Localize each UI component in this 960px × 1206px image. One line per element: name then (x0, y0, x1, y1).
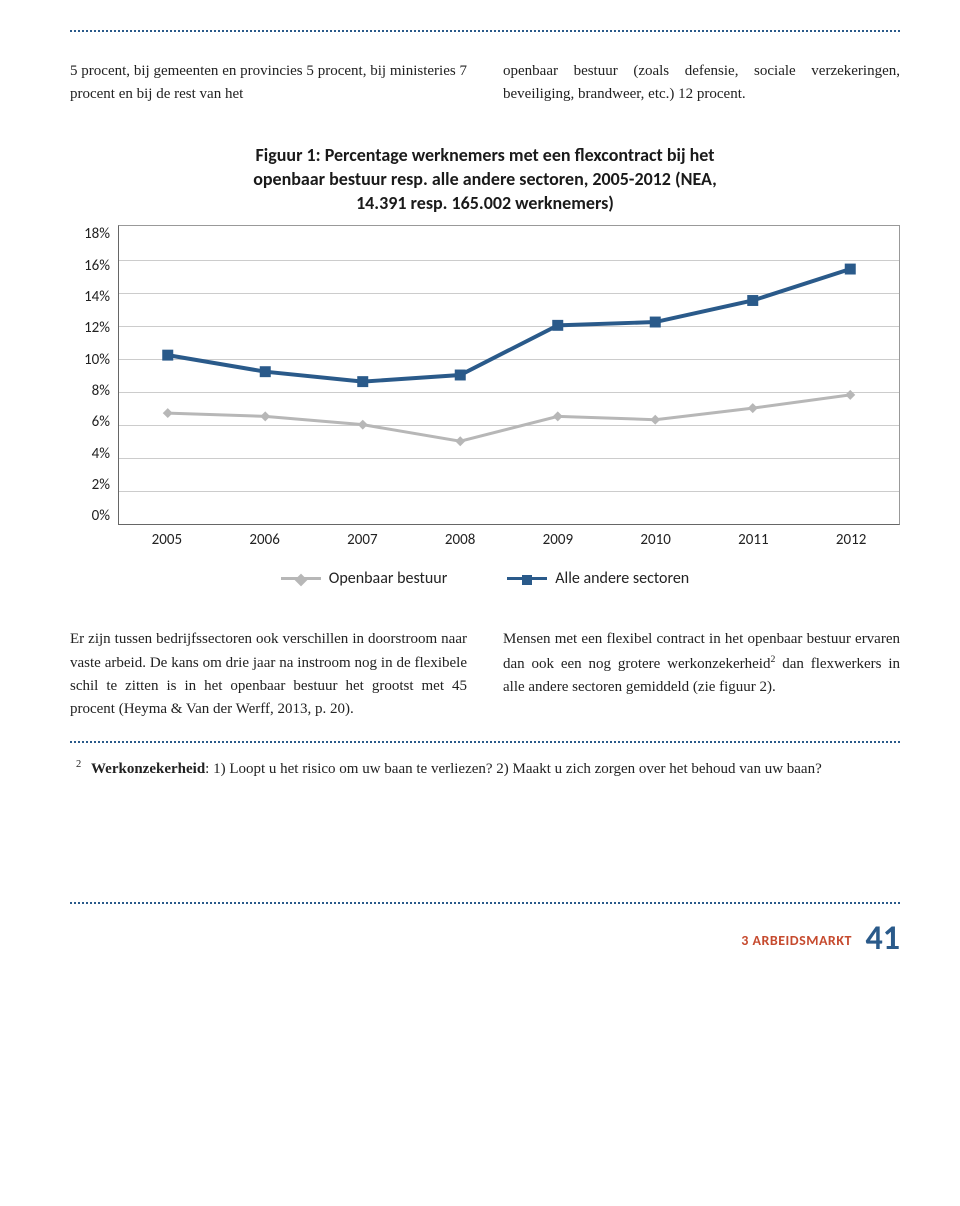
figure-1-legend: Openbaar bestuur Alle andere sectoren (70, 569, 900, 588)
intro-columns: 5 procent, bij gemeenten en provincies 5… (70, 60, 900, 107)
footer-rule (70, 902, 900, 904)
footnote-number: 2 (76, 759, 81, 770)
page-footer: 3 ARBEIDSMARKT 41 (70, 918, 900, 959)
page-top-rule (70, 30, 900, 32)
legend-marker-square (507, 577, 547, 580)
figure-1-svg (119, 226, 899, 524)
figure-1-title: Figuur 1: Percentage werknemers met een … (165, 143, 805, 216)
figure-1-y-axis: 18%16%14%12%10%8%6%4%2%0% (70, 225, 118, 525)
footnote-rule (70, 741, 900, 743)
footnote-term: Werkonzekerheid (91, 761, 205, 777)
figure-1-plot (118, 225, 900, 525)
footnote-2: 2 Werkonzekerheid: 1) Loopt u het risico… (70, 757, 900, 781)
legend-marker-diamond (281, 577, 321, 580)
legend-openbaar-bestuur: Openbaar bestuur (281, 569, 448, 588)
figure-1-x-axis: 20052006200720082009201020112012 (118, 525, 900, 549)
legend-label-0: Openbaar bestuur (329, 569, 448, 588)
intro-col-left: 5 procent, bij gemeenten en provincies 5… (70, 60, 467, 107)
figure-1: Figuur 1: Percentage werknemers met een … (70, 143, 900, 589)
legend-alle-andere-sectoren: Alle andere sectoren (507, 569, 689, 588)
section-label: 3 ARBEIDSMARKT (741, 932, 852, 949)
page-footer-wrap: 3 ARBEIDSMARKT 41 (70, 902, 900, 959)
mid-col-left: Er zijn tussen bedrijfssectoren ook vers… (70, 628, 467, 721)
mid-columns: Er zijn tussen bedrijfssectoren ook vers… (70, 628, 900, 721)
figure-1-chart: 18%16%14%12%10%8%6%4%2%0% (70, 225, 900, 525)
intro-col-right: openbaar bestuur (zoals defensie, social… (503, 60, 900, 107)
legend-label-1: Alle andere sectoren (555, 569, 689, 588)
page-number: 41 (866, 918, 900, 959)
footnote-text: : 1) Loopt u het risico om uw baan te ve… (205, 761, 822, 777)
mid-col-right: Mensen met een flexibel contract in het … (503, 628, 900, 721)
